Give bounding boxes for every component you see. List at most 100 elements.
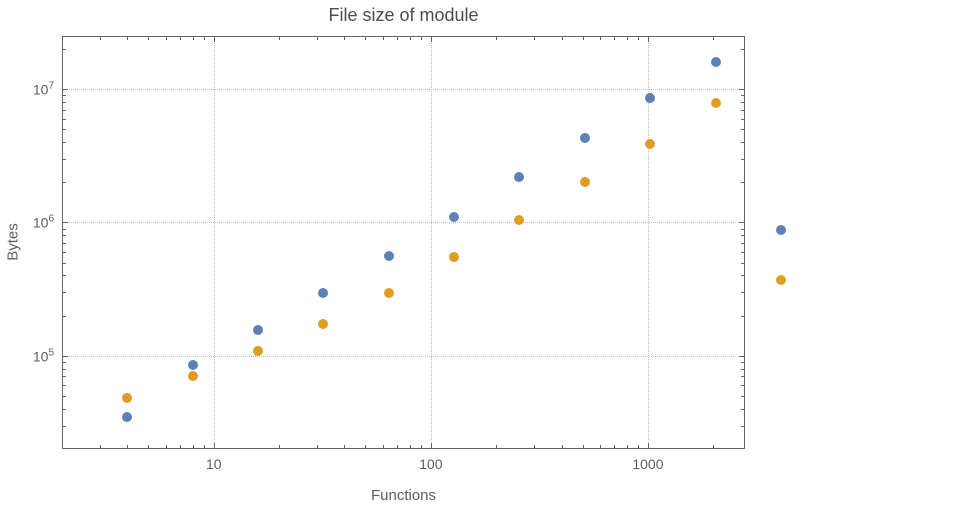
tick-mark-y	[63, 89, 68, 91]
tick-mark-x	[100, 445, 102, 448]
tick-mark-x	[713, 37, 715, 40]
tick-mark-y	[741, 235, 744, 237]
tick-mark-y	[63, 385, 66, 387]
tick-mark-y	[741, 129, 744, 131]
tick-mark-y	[741, 243, 744, 245]
data-point-series-blue	[775, 224, 786, 235]
tick-mark-y	[63, 142, 66, 144]
tick-mark-y	[741, 315, 744, 317]
tick-mark-y	[741, 228, 744, 230]
tick-mark-x	[534, 37, 536, 40]
y-tick-label: 105	[32, 347, 54, 365]
tick-mark-y	[63, 118, 66, 120]
tick-mark-x	[203, 37, 205, 40]
tick-mark-x	[127, 445, 129, 448]
tick-mark-y	[741, 48, 744, 50]
tick-mark-y	[741, 376, 744, 378]
tick-mark-x	[165, 445, 167, 448]
data-point-series-orange	[775, 275, 786, 285]
tick-mark-y	[741, 142, 744, 144]
gridline-vertical	[430, 37, 432, 448]
tick-mark-x	[420, 445, 422, 448]
tick-mark-x	[213, 37, 215, 42]
tick-mark-y	[63, 182, 66, 184]
tick-mark-y	[63, 395, 66, 397]
tick-mark-y	[63, 408, 66, 410]
tick-mark-x	[279, 37, 281, 40]
x-tick-label: 10	[205, 456, 222, 472]
tick-mark-x	[430, 37, 432, 42]
tick-mark-y	[63, 109, 66, 111]
tick-mark-x	[647, 37, 649, 42]
tick-mark-x	[626, 445, 628, 448]
x-tick-label: 100	[419, 456, 443, 472]
tick-mark-y	[741, 118, 744, 120]
tick-mark-y	[739, 222, 744, 224]
tick-mark-y	[63, 425, 66, 427]
tick-mark-x	[713, 445, 715, 448]
tick-mark-x	[148, 445, 150, 448]
tick-mark-x	[626, 37, 628, 40]
tick-mark-y	[63, 222, 68, 224]
plot-panel	[62, 36, 745, 449]
tick-mark-x	[192, 37, 194, 40]
tick-mark-x	[279, 445, 281, 448]
tick-mark-x	[317, 445, 319, 448]
tick-mark-y	[63, 376, 66, 378]
tick-mark-y	[63, 368, 66, 370]
tick-mark-x	[365, 37, 367, 40]
tick-mark-x	[409, 445, 411, 448]
tick-mark-y	[741, 425, 744, 427]
tick-mark-y	[741, 292, 744, 294]
tick-mark-x	[534, 445, 536, 448]
tick-mark-x	[344, 37, 346, 40]
tick-mark-y	[63, 315, 66, 317]
tick-mark-y	[741, 275, 744, 277]
tick-mark-x	[317, 37, 319, 40]
y-tick-label: 107	[32, 80, 54, 98]
gridline-horizontal	[63, 222, 744, 224]
y-axis-label: Bytes	[4, 223, 22, 261]
tick-mark-y	[739, 355, 744, 357]
tick-mark-x	[561, 445, 563, 448]
tick-mark-y	[741, 385, 744, 387]
tick-mark-y	[741, 395, 744, 397]
tick-mark-y	[63, 243, 66, 245]
tick-mark-x	[409, 37, 411, 40]
tick-mark-x	[614, 37, 616, 40]
tick-mark-x	[599, 445, 601, 448]
tick-mark-y	[63, 235, 66, 237]
tick-mark-x	[496, 445, 498, 448]
gridline-horizontal	[63, 355, 744, 357]
tick-mark-y	[741, 109, 744, 111]
tick-mark-x	[344, 445, 346, 448]
tick-mark-y	[63, 275, 66, 277]
plot-title: File size of module	[328, 5, 479, 25]
tick-mark-x	[382, 445, 384, 448]
tick-mark-x	[397, 37, 399, 40]
x-tick-label: 1000	[632, 456, 664, 472]
gridline-vertical	[213, 37, 215, 448]
tick-mark-x	[582, 37, 584, 40]
tick-mark-x	[582, 445, 584, 448]
tick-mark-x	[496, 37, 498, 40]
tick-mark-x	[148, 37, 150, 40]
tick-mark-x	[647, 443, 649, 448]
tick-mark-y	[739, 89, 744, 91]
tick-mark-x	[127, 37, 129, 40]
gridline-vertical	[647, 37, 649, 448]
tick-mark-x	[397, 445, 399, 448]
tick-mark-y	[63, 262, 66, 264]
tick-mark-y	[741, 95, 744, 97]
tick-mark-y	[63, 129, 66, 131]
tick-mark-y	[741, 252, 744, 253]
tick-mark-y	[63, 355, 68, 357]
tick-mark-y	[741, 101, 744, 103]
tick-mark-x	[599, 37, 601, 40]
tick-mark-y	[741, 368, 744, 370]
tick-mark-x	[213, 443, 215, 448]
tick-mark-x	[180, 37, 182, 40]
tick-mark-x	[637, 445, 639, 448]
gridline-horizontal	[63, 89, 744, 91]
